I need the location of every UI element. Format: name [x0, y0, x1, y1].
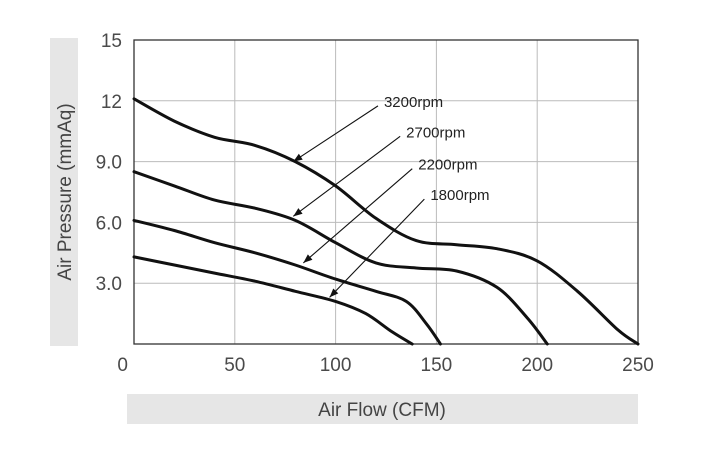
grid	[134, 40, 638, 344]
annotation-layer: 3200rpm 2700rpm 2200rpm 1800rpm	[292, 94, 490, 298]
annotation-arrow-line	[292, 105, 379, 163]
y-tick-label: 9.0	[96, 153, 122, 174]
annotation-arrowhead	[329, 288, 339, 298]
series-line-2200rpm	[132, 218, 442, 346]
annotation-arrow-line	[292, 135, 401, 217]
annotation-label-2200rpm: 2200rpm	[418, 157, 477, 174]
series-line-3200rpm	[132, 97, 640, 346]
ylabel-band	[50, 38, 78, 346]
y-tick-label: 3.0	[96, 274, 122, 295]
xlabel-band	[127, 394, 638, 424]
y-tick-label: 6.0	[96, 213, 122, 234]
annotation-arrowhead	[293, 153, 303, 162]
x-axis-title: Air Flow (CFM)	[318, 400, 446, 421]
plot-frame	[133, 39, 639, 345]
annotation-label-3200rpm: 3200rpm	[384, 94, 443, 111]
x-tick-labels: 0 50 100 150 200 250	[117, 355, 653, 376]
x-tick-label: 200	[521, 355, 553, 376]
y-tick-labels: 3.0 6.0 9.0 12 15	[96, 31, 122, 295]
annotation-arrowhead	[303, 254, 313, 263]
x-tick-label: 250	[622, 355, 654, 376]
annotation-arrow-line	[302, 168, 413, 264]
annotation-label-2700rpm: 2700rpm	[406, 124, 465, 141]
x-tick-label: 0	[117, 355, 128, 376]
series-layer	[132, 97, 640, 346]
annotation-arrow-line	[329, 198, 425, 298]
series-line-1800rpm	[132, 255, 414, 346]
x-tick-label: 100	[320, 355, 352, 376]
y-tick-label: 12	[101, 92, 122, 113]
annotation-arrowhead	[293, 208, 303, 217]
annotation-label-1800rpm: 1800rpm	[430, 187, 489, 204]
y-axis-title: Air Pressure (mmAq)	[55, 103, 76, 280]
x-tick-label: 150	[421, 355, 453, 376]
x-tick-label: 50	[224, 355, 245, 376]
y-tick-label: 15	[101, 31, 122, 52]
series-line-2700rpm	[132, 170, 549, 346]
